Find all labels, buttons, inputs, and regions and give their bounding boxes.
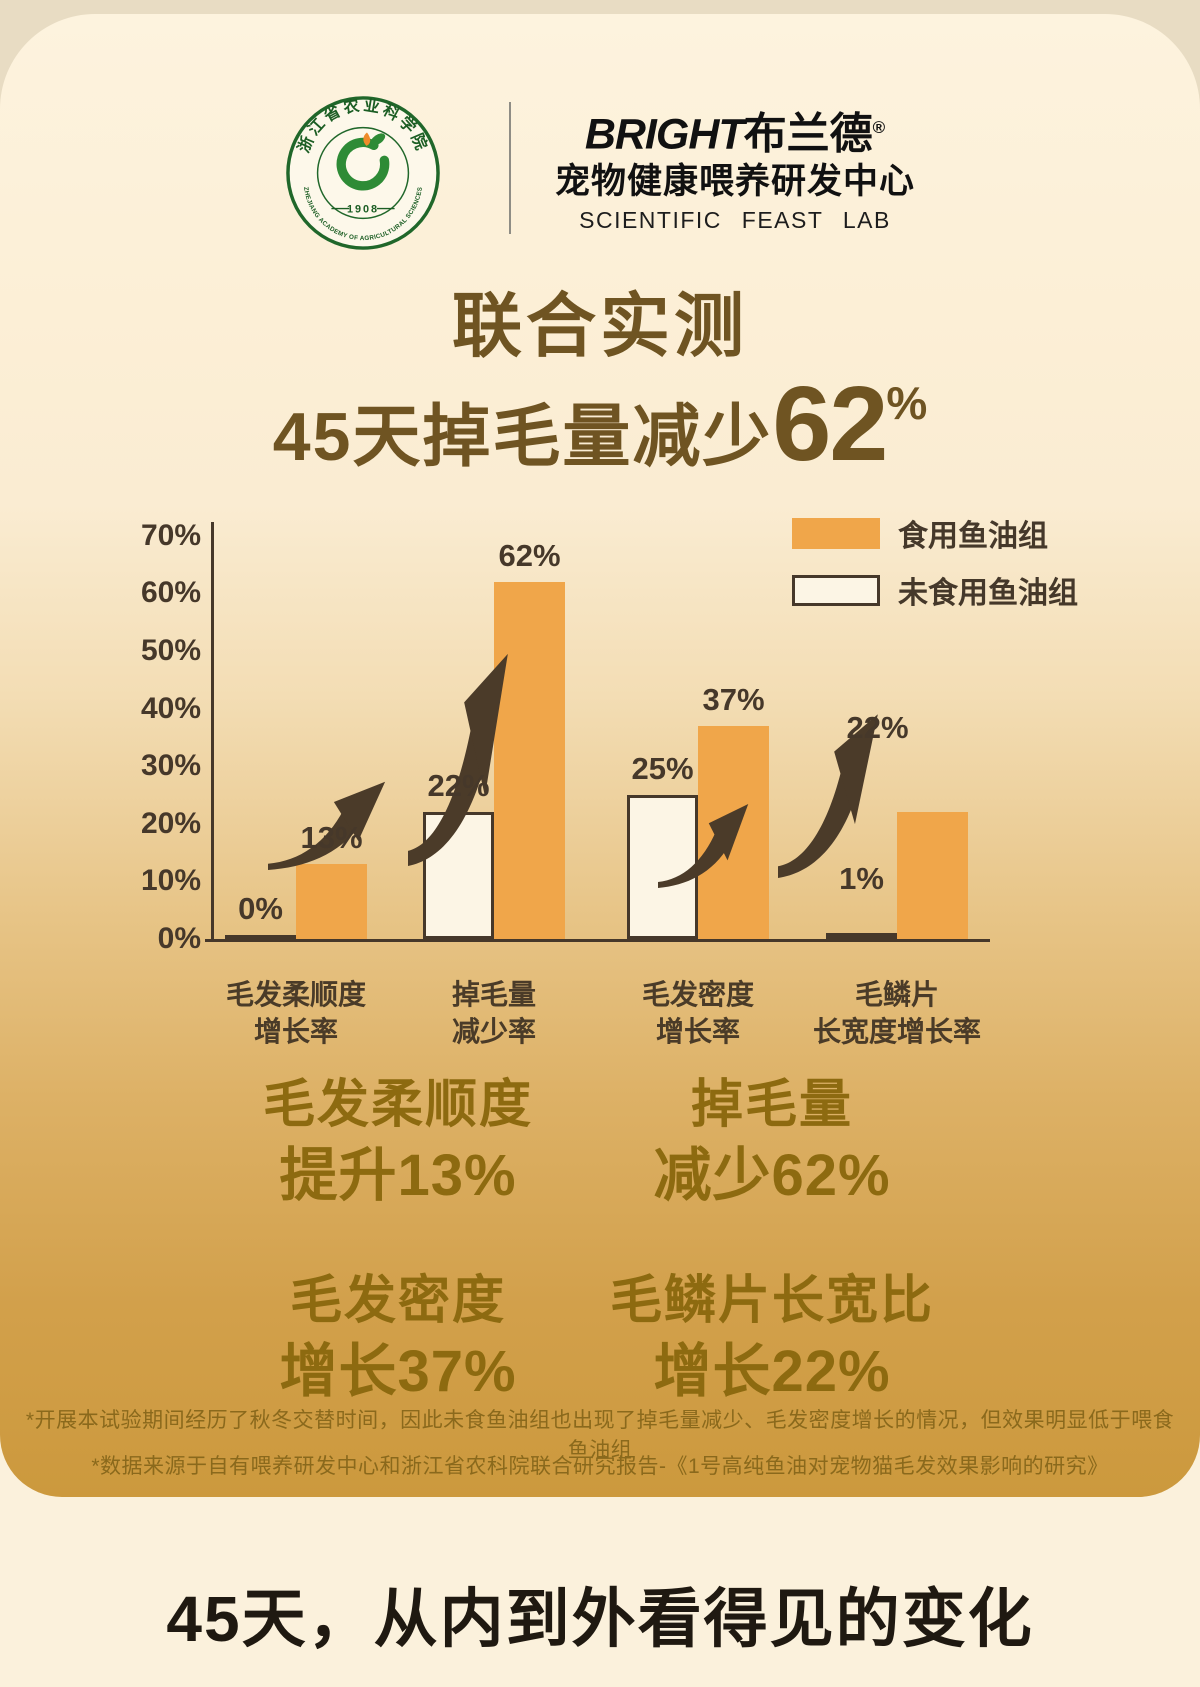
bar-no-oil-group-4 xyxy=(826,933,897,939)
bar-no-oil-group-3 xyxy=(627,795,698,939)
x-category-label-line: 掉毛量 xyxy=(451,979,536,1010)
y-axis-tick-label: 0% xyxy=(157,922,201,955)
summary-label: 掉毛量 xyxy=(690,1076,853,1134)
footer-section: 45天，从内到外看得见的变化 xyxy=(0,1497,1200,1687)
legend-label-no-oil: 未食用鱼油组 xyxy=(898,577,1078,610)
x-category-label-line: 减少率 xyxy=(451,1016,536,1047)
bar-oil-group-1 xyxy=(296,864,367,939)
x-category-label: 毛发密度 增长率 xyxy=(568,976,828,1050)
badge-year: 1908 xyxy=(347,204,379,216)
brand-name-cn: 布兰德 xyxy=(743,110,873,159)
x-category-label: 毛鳞片 长宽度增长率 xyxy=(767,976,1027,1050)
summary-cell-softness: 毛发柔顺度 提升13% xyxy=(158,1076,638,1208)
bar-value-label: 13% xyxy=(300,820,363,855)
bar-no-oil-group-2 xyxy=(423,812,494,939)
bar-value-label: 1% xyxy=(839,861,884,896)
y-axis-tick-label: 10% xyxy=(140,864,201,898)
bar-value-label: 0% xyxy=(238,891,283,926)
header-divider xyxy=(509,102,511,234)
y-axis-tick-label: 40% xyxy=(140,691,201,725)
legend-swatch-oil xyxy=(792,517,880,549)
brand-dept: 宠物健康喂养研发中心 xyxy=(555,162,916,202)
brand-block: BRIGHT布兰德® 宠物健康喂养研发中心 SCIENTIFIC FEAST L… xyxy=(555,104,915,234)
chart-legend: 食用鱼油组 未食用鱼油组 xyxy=(792,511,1078,625)
main-card: 浙江省农业科学院 ZHEJIANG ACADEMY OF AGRICULTURA… xyxy=(0,14,1200,1497)
x-category-label-line: 增长率 xyxy=(253,1016,338,1047)
x-category-label-line: 增长率 xyxy=(655,1016,740,1047)
legend-label-oil: 食用鱼油组 xyxy=(898,520,1048,553)
footnote-2: *数据来源于自有喂养研发中心和浙江省农科院联合研究报告-《1号高纯鱼油对宠物猫毛… xyxy=(91,1455,1109,1478)
legend-swatch-no-oil xyxy=(792,574,880,606)
title-line2-text: 45天掉毛量减少 xyxy=(272,399,773,475)
brand-name-latin: BRIGHT xyxy=(584,110,745,159)
title-line2: 45天掉毛量减少 62% xyxy=(0,365,1200,483)
bar-value-label: 22% xyxy=(427,768,490,803)
badge-leaf-mark-icon xyxy=(336,132,390,191)
x-category-label-line: 毛发密度 xyxy=(641,979,754,1010)
summary-label: 毛发柔顺度 xyxy=(262,1076,533,1134)
title-big-number: 62 xyxy=(772,365,888,483)
bar-no-oil-group-1 xyxy=(225,935,296,941)
title-line1: 联合实测 xyxy=(452,287,748,365)
page-title: 联合实测 45天掉毛量减少 62% xyxy=(0,286,1200,480)
y-axis-tick-label: 20% xyxy=(140,806,201,840)
x-category-label-line: 长宽度增长率 xyxy=(812,1016,981,1047)
brand-subtitle: SCIENTIFIC FEAST LAB xyxy=(579,207,891,234)
summary-cell-density: 毛发密度 增长37% xyxy=(158,1272,638,1404)
academy-badge-logo: 浙江省农业科学院 ZHEJIANG ACADEMY OF AGRICULTURA… xyxy=(286,95,440,250)
x-category-label-line: 毛鳞片 xyxy=(854,979,939,1010)
y-axis-tick-label: 50% xyxy=(140,634,201,667)
summary-cell-shedding: 掉毛量 减少62% xyxy=(532,1076,1012,1208)
trend-arrow-icon xyxy=(658,768,752,888)
x-axis-line xyxy=(205,939,990,942)
x-category-label: 毛发柔顺度 增长率 xyxy=(166,976,426,1050)
brand-name: BRIGHT布兰德® xyxy=(555,104,915,158)
legend-item-oil: 食用鱼油组 xyxy=(792,511,1078,555)
bar-oil-group-3 xyxy=(698,726,769,939)
legend-item-no-oil: 未食用鱼油组 xyxy=(792,568,1078,612)
trend-arrow-icon xyxy=(778,644,882,878)
summary-value: 提升13% xyxy=(279,1143,517,1208)
summary-value: 增长22% xyxy=(653,1339,891,1404)
trend-arrow-icon xyxy=(408,563,512,866)
bar-value-label: 22% xyxy=(846,710,909,745)
bar-oil-group-4 xyxy=(897,812,968,939)
summary-value: 增长37% xyxy=(279,1339,517,1404)
y-axis-tick-label: 70% xyxy=(140,518,201,552)
registered-mark: ® xyxy=(872,118,886,137)
badge-inner-ring xyxy=(316,126,410,220)
bar-value-label: 62% xyxy=(498,538,561,573)
bar-value-label: 37% xyxy=(702,682,765,717)
x-category-label-line: 毛发柔顺度 xyxy=(225,979,366,1010)
title-percent-sign: % xyxy=(886,377,928,429)
summary-label: 毛发密度 xyxy=(289,1272,506,1330)
summary-value: 减少62% xyxy=(653,1143,891,1208)
y-axis-line xyxy=(211,522,214,941)
y-axis-tick-label: 30% xyxy=(140,749,201,783)
bar-value-label: 25% xyxy=(631,751,694,786)
bar-oil-group-2 xyxy=(494,582,565,939)
bottom-title: 45天，从内到外看得见的变化 xyxy=(166,1583,1034,1655)
summary-cell-scale-ratio: 毛鳞片长宽比 增长22% xyxy=(532,1272,1012,1404)
summary-label: 毛鳞片长宽比 xyxy=(609,1272,934,1330)
trend-arrow-icon xyxy=(268,744,390,870)
x-category-label: 掉毛量 减少率 xyxy=(364,976,624,1050)
y-axis-tick-label: 60% xyxy=(140,576,201,610)
footnote-1: *开展本试验期间经历了秋冬交替时间，因此未食鱼油组也出现了掉毛量减少、毛发密度增… xyxy=(25,1409,1175,1462)
